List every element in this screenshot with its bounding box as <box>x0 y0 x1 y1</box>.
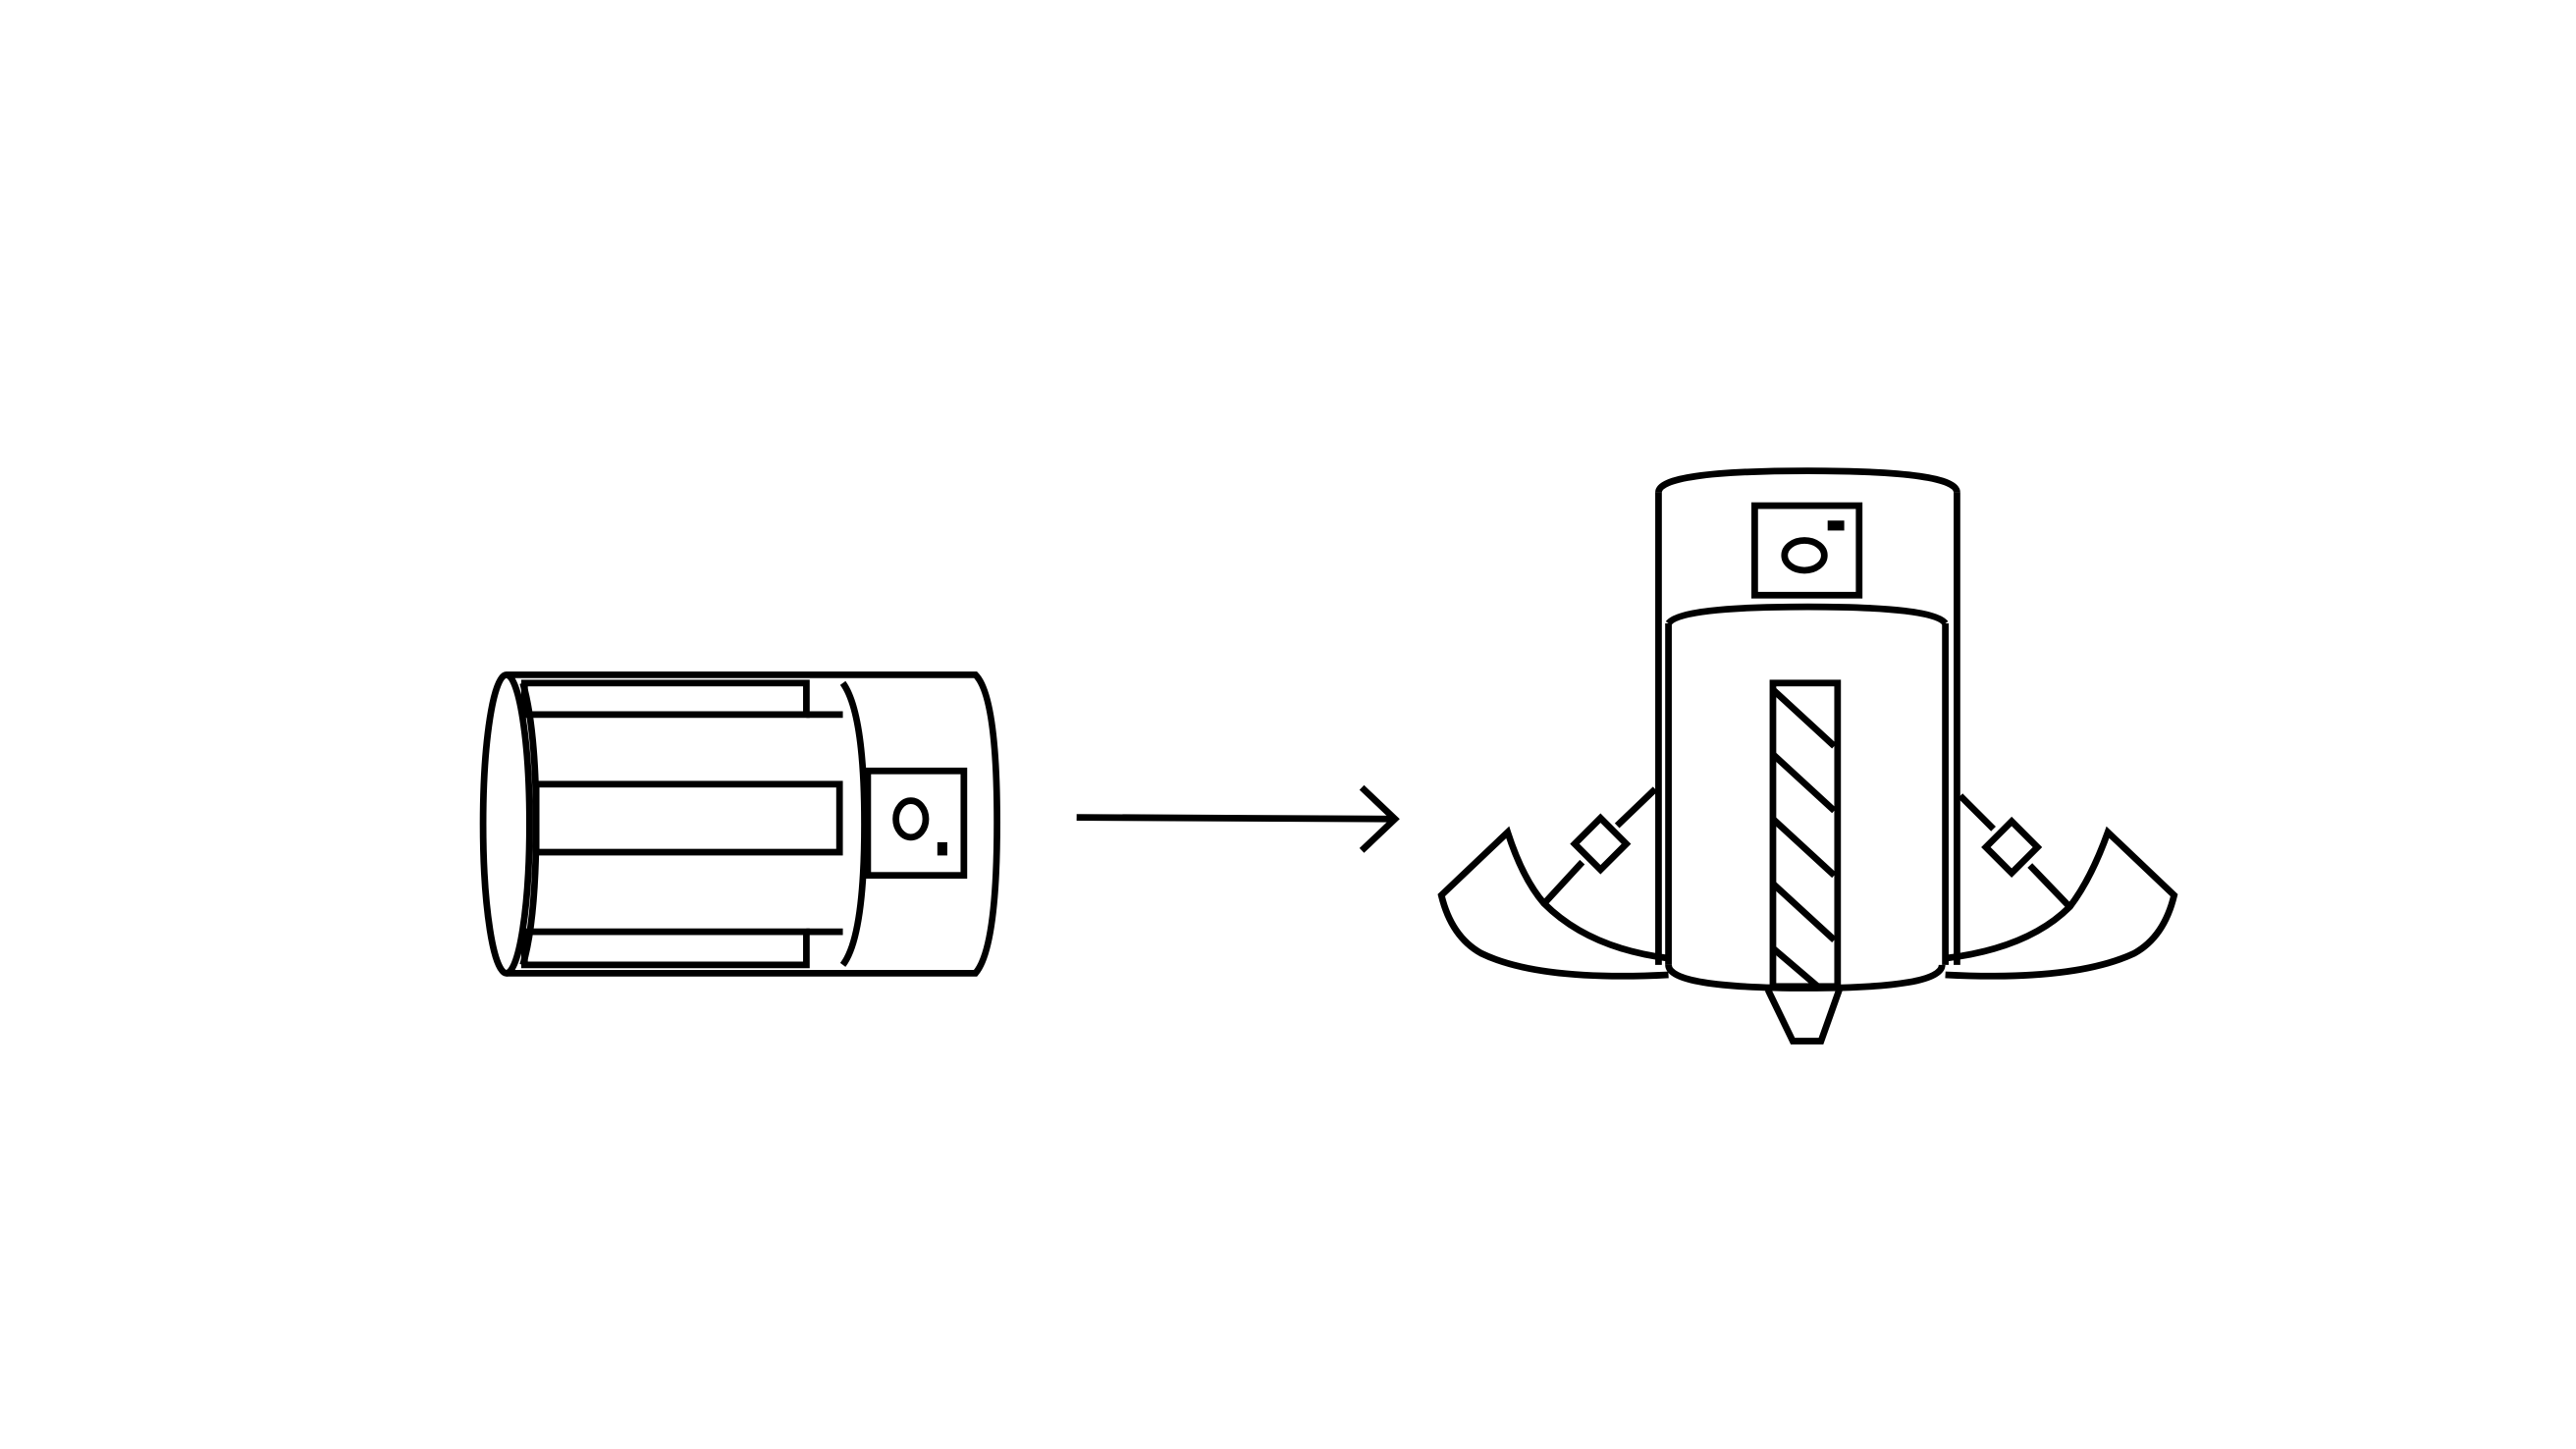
deployed-top-cap <box>1655 467 1960 494</box>
camera-icon <box>864 767 968 880</box>
camera-icon <box>1751 502 1863 599</box>
stowed-arm-bottom <box>520 928 810 969</box>
deployed-device <box>1437 467 2178 1045</box>
stowed-arm-middle <box>532 780 843 856</box>
stowed-device <box>479 671 1000 977</box>
anchor-arm-icon <box>1437 786 1669 980</box>
stowed-body-outline <box>506 671 1000 977</box>
anchor-arm-icon <box>1945 793 2178 980</box>
arrow-right-icon <box>1076 784 1400 853</box>
stowed-left-end <box>479 671 533 977</box>
spike-icon <box>1764 679 1843 1045</box>
stowed-arm-top <box>520 679 810 719</box>
